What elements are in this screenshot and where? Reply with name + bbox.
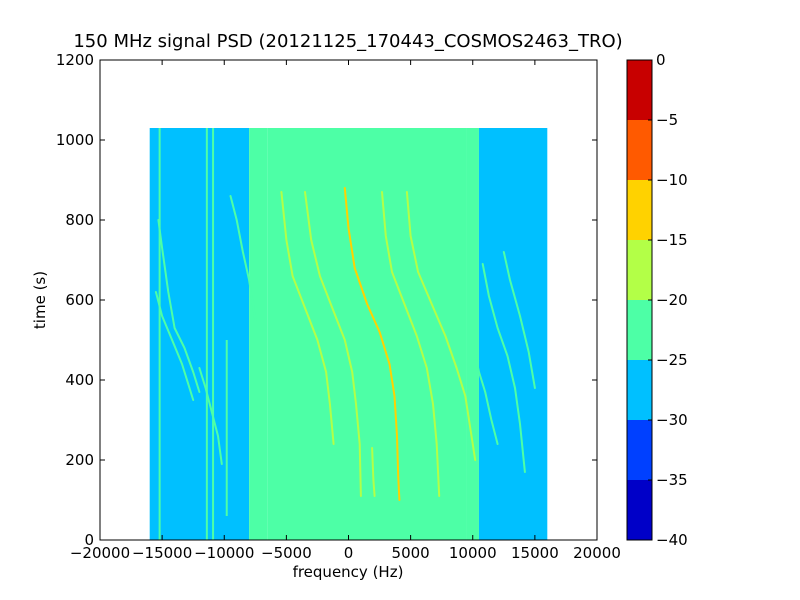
colorbar-tick-label: −35 <box>656 471 688 489</box>
x-axis: −20000 −15000 −10000 −5000 0 5000 10000 15000 20… <box>70 60 621 562</box>
colorbar-swatch <box>627 120 652 180</box>
signal-trace <box>154 291 195 401</box>
x-tick-label: 5000 <box>392 544 430 562</box>
colorbar: 0 −5 −10 −15 −20 −25 −30 −35 −40 <box>626 51 688 549</box>
colorbar-swatch <box>627 300 652 360</box>
y-axis-label: time (s) <box>31 271 49 329</box>
psd-region <box>466 128 479 540</box>
colorbar-swatch <box>627 420 652 480</box>
signal-trace <box>502 251 536 389</box>
y-tick-label: 200 <box>65 451 94 469</box>
signal-trace <box>471 343 499 445</box>
colorbar-swatch <box>627 180 652 240</box>
signal-trace <box>381 191 441 497</box>
x-tick-label: 15000 <box>511 544 559 562</box>
psd-region <box>478 128 548 540</box>
psd-region <box>149 128 250 540</box>
signal-trace <box>304 191 362 497</box>
colorbar-swatch <box>627 480 652 540</box>
x-tick-label: −15000 <box>132 544 192 562</box>
colorbar-tick-label: 0 <box>656 51 666 69</box>
y-tick-label: 1200 <box>56 51 94 69</box>
signal-trace <box>343 187 401 501</box>
x-tick-label: 10000 <box>449 544 497 562</box>
psd-region <box>267 128 467 540</box>
colorbar-tick-label: −10 <box>656 171 688 189</box>
signal-trace <box>481 263 526 473</box>
y-tick-label: 600 <box>65 291 94 309</box>
x-tick-label: −5000 <box>261 544 312 562</box>
x-axis-label: frequency (Hz) <box>293 563 404 581</box>
colorbar-tick-label: −40 <box>656 531 688 549</box>
y-tick-label: 1000 <box>56 131 94 149</box>
y-tick-label: 400 <box>65 371 94 389</box>
signal-trace <box>280 191 335 445</box>
signal-trace <box>371 447 376 497</box>
colorbar-tick-label: −15 <box>656 231 688 249</box>
y-tick-label: 0 <box>84 531 94 549</box>
x-tick-label: −10000 <box>194 544 254 562</box>
signal-trace <box>198 367 223 465</box>
y-axis: 0 200 400 600 800 1000 1200 <box>56 51 597 549</box>
chart-title: 150 MHz signal PSD (20121125_170443_COSM… <box>73 31 622 52</box>
colorbar-tick-label: −5 <box>656 111 678 129</box>
colorbar-swatch <box>627 360 652 420</box>
colorbar-swatch <box>627 240 652 300</box>
psd-region <box>249 128 268 540</box>
plot-area <box>99 59 598 541</box>
colorbar-tick-label: −25 <box>656 351 688 369</box>
x-tick-label: −20000 <box>70 544 130 562</box>
x-tick-label: 0 <box>344 544 354 562</box>
colorbar-tick-label: −30 <box>656 411 688 429</box>
colorbar-tick-label: −20 <box>656 291 688 309</box>
signal-trace <box>157 219 201 393</box>
signal-trace <box>405 191 477 461</box>
colorbar-swatch <box>627 60 652 120</box>
y-tick-label: 800 <box>65 211 94 229</box>
x-tick-label: 20000 <box>573 544 621 562</box>
signal-trace <box>229 195 257 321</box>
